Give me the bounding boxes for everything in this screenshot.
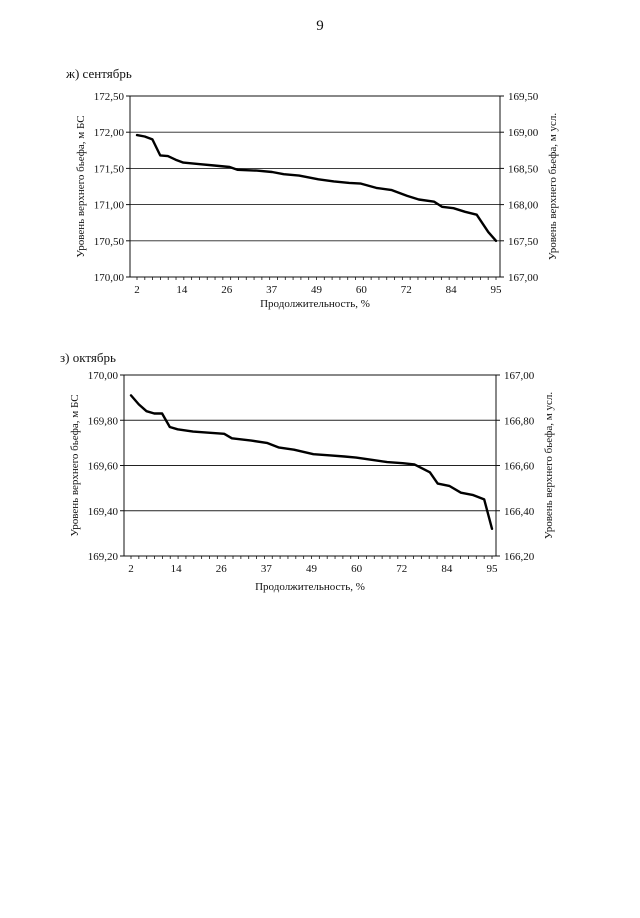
x-tick-label: 49 bbox=[306, 563, 318, 575]
x-tick-label: 37 bbox=[261, 563, 273, 575]
x-tick-label: 14 bbox=[171, 563, 183, 575]
x-tick-label: 14 bbox=[176, 284, 188, 296]
y-tick-left-label: 172,50 bbox=[94, 91, 125, 103]
chart-september: 170,00 170,50 171,00 171,50 172,00 172,50 167,… bbox=[75, 91, 559, 310]
y-tick-right-label: 166,40 bbox=[504, 506, 535, 518]
y-tick-right-label: 168,50 bbox=[508, 163, 539, 175]
x-tick-label: 72 bbox=[396, 563, 407, 575]
y-tick-right-label: 169,00 bbox=[508, 127, 539, 139]
y-axis-title-left: Уровень верхнего бьефа, м БС bbox=[75, 115, 87, 257]
series-line bbox=[129, 394, 494, 531]
x-tick-label: 2 bbox=[134, 284, 140, 296]
x-tick-label: 95 bbox=[487, 563, 499, 575]
plot-frame bbox=[129, 95, 501, 278]
y-axis-title-right: Уровень верхнего бьефа, м усл. bbox=[543, 392, 555, 539]
chart-october: 169,20 169,40 169,60 169,80 170,00 166,20 166,… bbox=[69, 370, 555, 593]
y-tick-left-label: 169,60 bbox=[88, 461, 119, 473]
x-tick-label: 95 bbox=[491, 284, 503, 296]
y-tick-left-label: 169,40 bbox=[88, 506, 119, 518]
x-tick-label: 72 bbox=[401, 284, 412, 296]
series-line bbox=[135, 133, 498, 243]
y-tick-left-label: 171,00 bbox=[94, 200, 125, 212]
y-tick-left-label: 170,00 bbox=[88, 370, 119, 382]
x-axis-title: Продолжительность, % bbox=[255, 581, 365, 593]
y-tick-right-label: 167,00 bbox=[504, 370, 535, 382]
y-tick-right-label: 166,80 bbox=[504, 415, 535, 427]
y-axis-title-left: Уровень верхнего бьефа, м БС bbox=[69, 394, 81, 536]
x-tick-label: 60 bbox=[351, 563, 363, 575]
y-tick-left-label: 172,00 bbox=[94, 127, 125, 139]
y-tick-right-label: 167,50 bbox=[508, 236, 539, 248]
x-tick-label: 49 bbox=[311, 284, 323, 296]
y-axis-title-right: Уровень верхнего бьефа, м усл. bbox=[547, 113, 559, 260]
y-tick-left-label: 170,50 bbox=[94, 236, 125, 248]
chart-2-label: з) октябрь bbox=[60, 350, 116, 365]
page-number: 9 bbox=[316, 18, 324, 34]
x-tick-label: 26 bbox=[216, 563, 228, 575]
y-tick-right-label: 167,00 bbox=[508, 272, 539, 284]
x-tick-label: 26 bbox=[221, 284, 233, 296]
y-tick-left-label: 170,00 bbox=[94, 272, 125, 284]
y-tick-right-label: 168,00 bbox=[508, 200, 539, 212]
x-tick-label: 84 bbox=[446, 284, 458, 296]
x-tick-label: 2 bbox=[128, 563, 134, 575]
y-tick-left-label: 169,80 bbox=[88, 415, 119, 427]
x-tick-label: 37 bbox=[266, 284, 278, 296]
y-tick-right-label: 166,60 bbox=[504, 461, 535, 473]
y-tick-right-label: 166,20 bbox=[504, 551, 535, 563]
chart-1-label: ж) сентябрь bbox=[66, 66, 132, 81]
x-tick-label: 84 bbox=[441, 563, 453, 575]
x-tick-label: 60 bbox=[356, 284, 368, 296]
y-tick-left-label: 169,20 bbox=[88, 551, 119, 563]
x-axis-title: Продолжительность, % bbox=[260, 298, 370, 310]
y-tick-left-label: 171,50 bbox=[94, 163, 125, 175]
y-tick-right-label: 169,50 bbox=[508, 91, 539, 103]
